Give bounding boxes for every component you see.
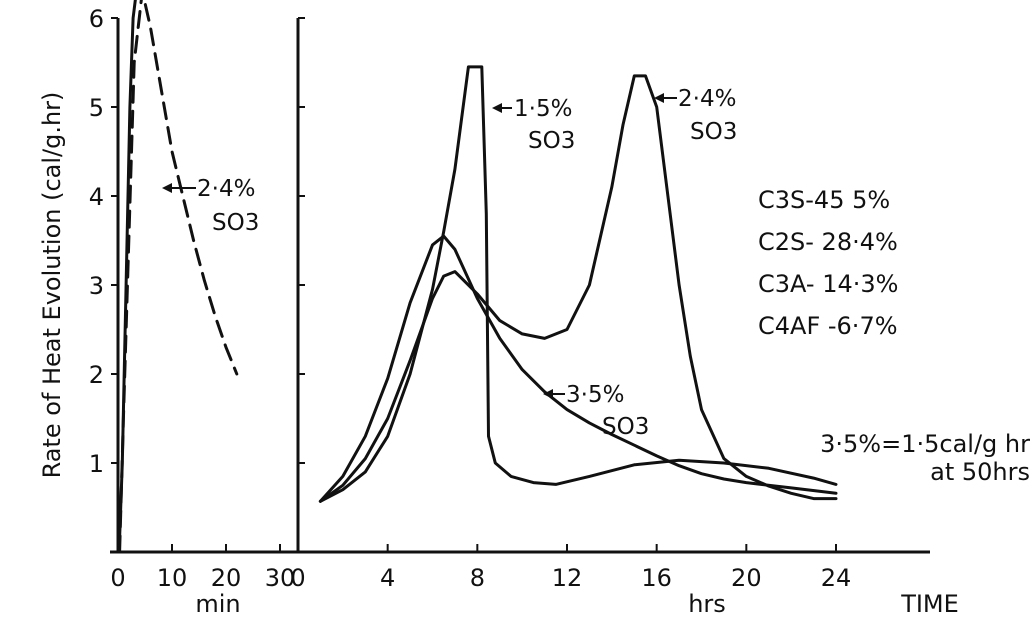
annotation-1-5: 1·5% SO3: [492, 96, 575, 154]
y-tick-label-2: 2: [89, 361, 104, 389]
x-axis-label-min: min: [195, 590, 240, 618]
composition-c3s: C3S-45 5%: [758, 186, 890, 214]
annotation-3-5-percent: 3·5%: [566, 382, 624, 408]
series-hrs-1: [318, 74, 838, 503]
composition-c2s: C2S- 28·4%: [758, 228, 898, 256]
x-tick-label-min-30: 30: [265, 564, 296, 592]
y-tick-label-3: 3: [89, 272, 104, 300]
note: 3·5%=1·5cal/g hr at 50hrs: [820, 430, 1030, 486]
annotation-3-5-so3: SO3: [602, 414, 649, 440]
composition-c3a: C3A- 14·3%: [758, 270, 898, 298]
note-line-1: 3·5%=1·5cal/g hr: [820, 430, 1030, 458]
annotation-min-2-4: 2·4% SO3: [162, 176, 259, 236]
note-line-2: at 50hrs: [930, 458, 1030, 486]
x-tick-label-hrs-24: 24: [821, 564, 852, 592]
x-tick-label-min-20: 20: [211, 564, 242, 592]
series-hrs-2: [318, 234, 838, 503]
x-tick-label-hrs-0: 0: [290, 564, 305, 592]
x-tick-label-hrs-4: 4: [380, 564, 395, 592]
annotation-1-5-percent: 1·5%: [514, 96, 572, 122]
y-tick-label-5: 5: [89, 94, 104, 122]
y-tick-label-1: 1: [89, 450, 104, 478]
annotation-3-5: 3·5% SO3: [543, 382, 649, 440]
y-tick-label-4: 4: [89, 183, 104, 211]
annotation-1-5-so3: SO3: [528, 128, 575, 154]
x-tick-label-min-0: 0: [110, 564, 125, 592]
annotation-min-2-4-percent: 2·4%: [197, 176, 255, 202]
series-lines: [117, 0, 838, 554]
x-tick-label-hrs-8: 8: [470, 564, 485, 592]
series-hrs-0: [318, 65, 838, 503]
annotation-min-2-4-so3: SO3: [212, 210, 259, 236]
annotation-2-4-so3: SO3: [690, 119, 737, 145]
x-axis-label-hrs: hrs: [688, 590, 726, 618]
x-tick-label-hrs-16: 16: [641, 564, 672, 592]
x-tick-label-min-10: 10: [157, 564, 188, 592]
composition-c4af: C4AF -6·7%: [758, 312, 898, 340]
x-tick-label-hrs-20: 20: [731, 564, 762, 592]
annotation-2-4-percent: 2·4%: [678, 86, 736, 112]
series-min-0: [118, 0, 239, 554]
annotation-2-4: 2·4% SO3: [654, 86, 737, 145]
x-tick-label-hrs-12: 12: [552, 564, 583, 592]
time-label: TIME: [900, 590, 959, 618]
y-axis-label: Rate of Heat Evolution (cal/g.hr): [38, 92, 66, 479]
composition-list: C3S-45 5% C2S- 28·4% C3A- 14·3% C4AF -6·…: [758, 186, 898, 340]
y-tick-label-6: 6: [89, 5, 104, 33]
series-min-1: [117, 0, 137, 554]
